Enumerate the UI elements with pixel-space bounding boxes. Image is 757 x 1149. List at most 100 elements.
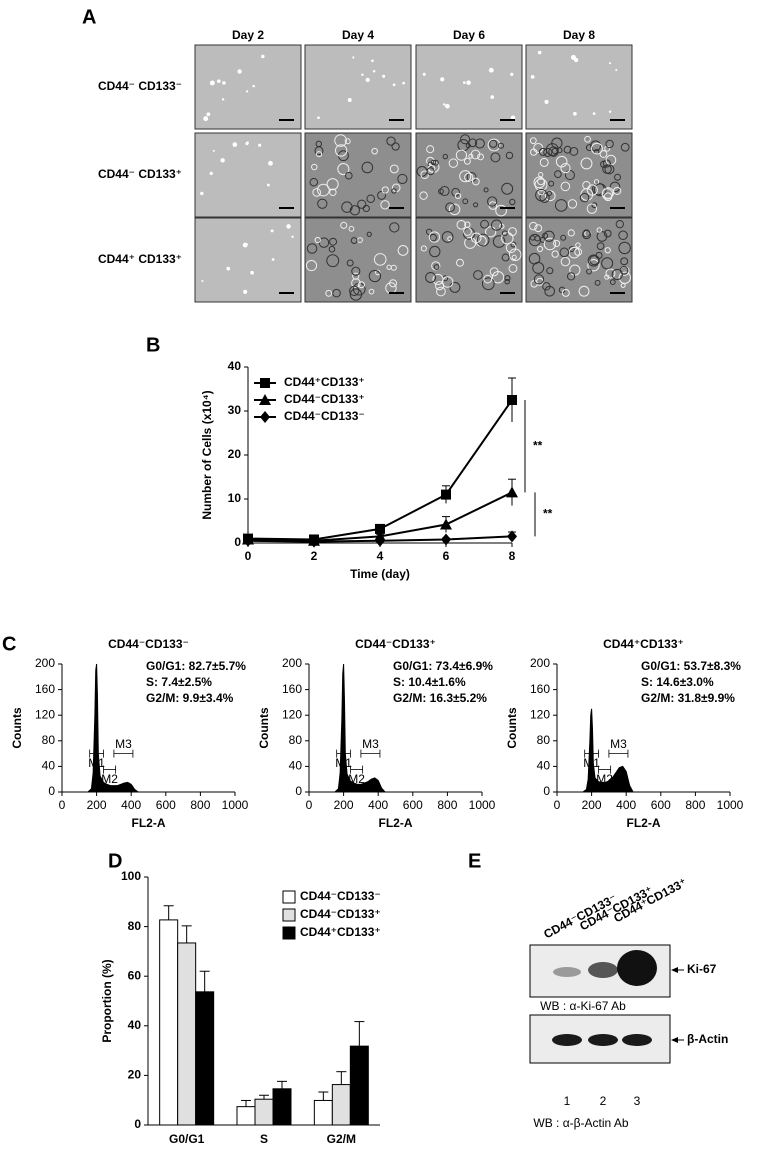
- cell: [368, 269, 382, 283]
- cell: [428, 231, 441, 243]
- cell: [261, 54, 265, 59]
- lane-number: 2: [600, 1094, 607, 1108]
- bar: [236, 1106, 256, 1126]
- annotation: S: 10.4±1.6%: [393, 675, 466, 689]
- cell: [445, 103, 450, 109]
- cell: [351, 278, 361, 288]
- cell: [436, 286, 446, 297]
- data-point: [507, 395, 517, 405]
- cell: [609, 62, 612, 65]
- cell: [243, 289, 248, 294]
- cell: [578, 285, 590, 297]
- cell: [492, 235, 506, 248]
- cell: [381, 186, 389, 194]
- cell: [600, 160, 608, 168]
- cell: [501, 253, 510, 262]
- bar: [195, 991, 215, 1126]
- cell: [425, 272, 437, 283]
- data-point: [309, 535, 319, 548]
- gate-label: M1: [335, 756, 352, 770]
- y-tick-label: 40: [537, 759, 551, 773]
- cell: [203, 116, 209, 122]
- cell: [317, 116, 320, 120]
- cell: [311, 163, 318, 171]
- cell: [487, 196, 498, 207]
- cell: [346, 259, 354, 267]
- cell: [389, 222, 400, 233]
- cell: [271, 258, 275, 261]
- micrograph: [304, 44, 412, 130]
- bar: [349, 1045, 369, 1126]
- cell: [504, 275, 511, 282]
- cell: [443, 103, 446, 106]
- cell: [340, 221, 348, 229]
- cell: [372, 69, 376, 73]
- cell: [373, 253, 387, 266]
- cell: [325, 289, 333, 297]
- cell: [594, 279, 601, 286]
- cell: [212, 149, 215, 152]
- cell: [201, 279, 204, 283]
- chart-title: CD44⁻CD133⁻: [108, 637, 189, 651]
- data-point: [375, 523, 385, 534]
- cell: [334, 144, 348, 157]
- data-point: [441, 533, 451, 546]
- gate-label: M1: [88, 756, 105, 770]
- cell: [326, 178, 339, 191]
- micrograph: [194, 44, 302, 130]
- cell: [448, 158, 459, 168]
- cell: [545, 143, 559, 156]
- cell: [530, 75, 535, 79]
- cell: [334, 134, 347, 147]
- cell: [560, 181, 571, 192]
- y-tick-label: 0: [543, 784, 550, 798]
- x-axis-label: FL2-A: [379, 816, 413, 830]
- cell: [613, 186, 622, 195]
- cell: [366, 194, 375, 203]
- cell: [505, 151, 514, 160]
- cell: [465, 143, 471, 149]
- cell: [495, 204, 508, 217]
- cell: [604, 274, 610, 280]
- column-header: Day 4: [342, 28, 374, 42]
- cell: [560, 162, 571, 174]
- column-header: Day 8: [563, 28, 595, 42]
- cell: [344, 171, 353, 180]
- cell: [620, 142, 630, 152]
- cell: [566, 272, 576, 281]
- cell: [487, 138, 501, 152]
- cell: [357, 199, 367, 209]
- chart-title: CD44⁺CD133⁺: [603, 637, 684, 651]
- x-tick-label: G2/M: [327, 1132, 356, 1146]
- cell: [586, 268, 592, 275]
- cell: [222, 81, 226, 85]
- y-tick-label: 100: [121, 869, 141, 883]
- cell: [402, 81, 405, 85]
- cell: [348, 225, 355, 232]
- row-label: CD44⁻ CD133⁺: [98, 167, 182, 181]
- x-tick-label: 400: [368, 798, 388, 812]
- column-header: Day 2: [232, 28, 264, 42]
- cell: [534, 224, 543, 233]
- data-point: [506, 486, 518, 498]
- y-tick-label: 40: [128, 1018, 142, 1032]
- cell: [432, 159, 439, 166]
- cell: [459, 170, 472, 183]
- cell: [361, 161, 374, 174]
- cell: [548, 180, 555, 187]
- y-axis-label: Proportion (%): [100, 959, 114, 1042]
- y-tick-label: 200: [530, 656, 550, 670]
- significance-label: **: [533, 438, 543, 452]
- x-tick-label: 200: [334, 798, 354, 812]
- gate-label: M1: [583, 756, 600, 770]
- cell: [468, 153, 474, 159]
- legend-swatch: [282, 908, 296, 922]
- bar: [272, 1088, 292, 1126]
- y-tick-label: 40: [42, 759, 56, 773]
- cell: [391, 188, 397, 194]
- cell: [476, 233, 490, 247]
- y-axis-label: Counts: [505, 707, 519, 749]
- gate-label: M3: [115, 737, 132, 751]
- cell: [582, 230, 592, 240]
- y-tick-label: 80: [42, 733, 56, 747]
